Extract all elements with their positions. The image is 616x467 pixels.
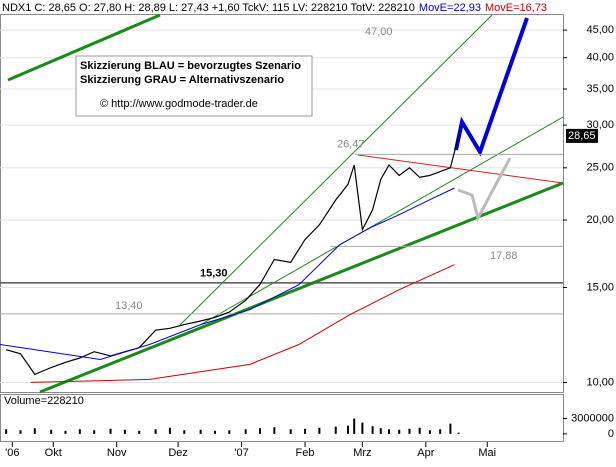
volume-tick-label: 0 bbox=[608, 428, 614, 440]
x-tick-label: Okt bbox=[45, 447, 62, 459]
main-scenario bbox=[454, 17, 529, 157]
y-tick-label: 25,00 bbox=[586, 162, 614, 174]
price-line bbox=[5, 135, 460, 376]
last-price-label: 28,65 bbox=[568, 130, 596, 142]
x-tick-label: Apr bbox=[417, 447, 434, 459]
level-label: 47,00 bbox=[365, 26, 393, 38]
level-label: 17,88 bbox=[490, 250, 518, 262]
trend-lines bbox=[7, 13, 564, 394]
level-label: 26,47 bbox=[337, 138, 365, 150]
quote-line: NDX1 C: 28,65 O: 27,80 H: 28,89 L: 27,43… bbox=[2, 2, 415, 14]
moving-average bbox=[30, 264, 455, 383]
trend-line bbox=[357, 154, 564, 184]
volume-tick-label: 3000000 bbox=[571, 412, 614, 424]
header-band bbox=[0, 0, 616, 14]
trend-line bbox=[39, 181, 564, 394]
y-tick-label: 30,00 bbox=[586, 119, 614, 131]
header: NDX1 C: 28,65 O: 27,80 H: 28,89 L: 27,43… bbox=[2, 2, 547, 14]
note: Skizzierung BLAU = bevorzugtes Szenario bbox=[80, 60, 301, 72]
note: Skizzierung GRAU = Alternativszenario bbox=[80, 74, 284, 86]
x-tick-label: Dez bbox=[168, 447, 188, 459]
level-label: 13,40 bbox=[115, 300, 143, 312]
x-tick-label: '07 bbox=[234, 447, 248, 459]
trend-line bbox=[199, 116, 564, 326]
x-tick-label: Mrz bbox=[353, 447, 371, 459]
plot-frame bbox=[0, 14, 564, 393]
x-tick-label: Nov bbox=[107, 447, 127, 459]
y-tick-label: 20,00 bbox=[586, 214, 614, 226]
volume-title: Volume=228210 bbox=[4, 395, 84, 407]
legend-entry: MovE=16,73 bbox=[485, 2, 547, 14]
volume-frame bbox=[0, 394, 564, 442]
x-tick-label: Mai bbox=[478, 447, 496, 459]
x-tick-label: Feb bbox=[296, 447, 315, 459]
y-tick-label: 40,00 bbox=[586, 52, 614, 64]
legend-entry: MovE=22,93 bbox=[419, 2, 481, 14]
last-price-box bbox=[566, 128, 598, 143]
y-tick-label: 45,00 bbox=[586, 24, 614, 36]
copyright: © http://www.godmode-trader.de bbox=[100, 98, 258, 110]
y-tick-label: 10,00 bbox=[586, 376, 614, 388]
y-tick-label: 35,00 bbox=[586, 83, 614, 95]
plot: 47,00 26,47 17,88 15,30 13,40 bbox=[0, 26, 563, 383]
x-tick-label: '06 bbox=[5, 447, 19, 459]
level-label: 15,30 bbox=[200, 268, 228, 280]
note-box bbox=[75, 55, 313, 117]
moving-average bbox=[0, 187, 455, 361]
y-tick-label: 15,00 bbox=[586, 281, 614, 293]
trend-line bbox=[7, 13, 161, 82]
alt-scenario bbox=[457, 157, 512, 223]
trend-line bbox=[179, 14, 493, 326]
